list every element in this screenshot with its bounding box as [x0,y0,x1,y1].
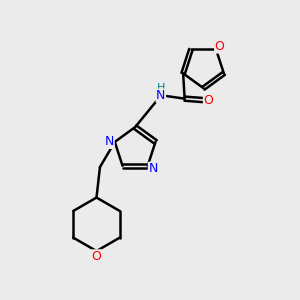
Text: H: H [157,83,165,93]
Text: O: O [92,250,101,263]
Text: N: N [156,89,166,102]
Text: O: O [215,40,225,53]
Text: N: N [148,162,158,175]
Text: N: N [105,135,114,148]
Text: O: O [203,94,213,106]
